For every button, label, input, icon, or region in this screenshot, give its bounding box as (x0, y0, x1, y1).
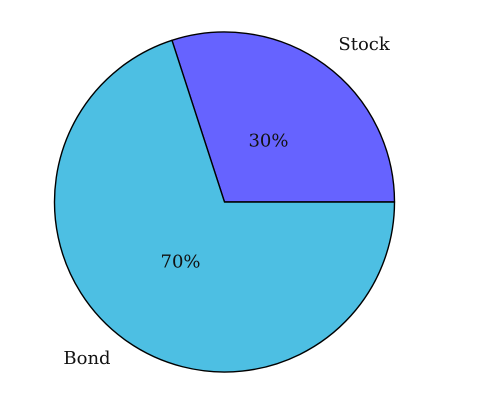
pie-slice-stock (171, 31, 396, 203)
slice-percent-label-stock: 30% (248, 130, 288, 151)
pie-slice-bond (53, 39, 396, 373)
slices-layer (53, 31, 396, 373)
slice-percent-label-bond: 70% (161, 252, 201, 273)
labels-layer: 30% Stock 70% Bond (63, 34, 390, 369)
slice-name-label-bond: Bond (63, 348, 110, 369)
slice-name-label-stock: Stock (338, 34, 390, 55)
